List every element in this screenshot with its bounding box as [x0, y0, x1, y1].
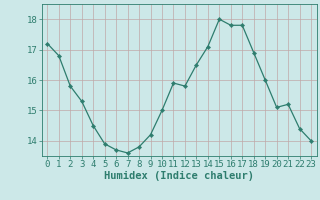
X-axis label: Humidex (Indice chaleur): Humidex (Indice chaleur) — [104, 171, 254, 181]
